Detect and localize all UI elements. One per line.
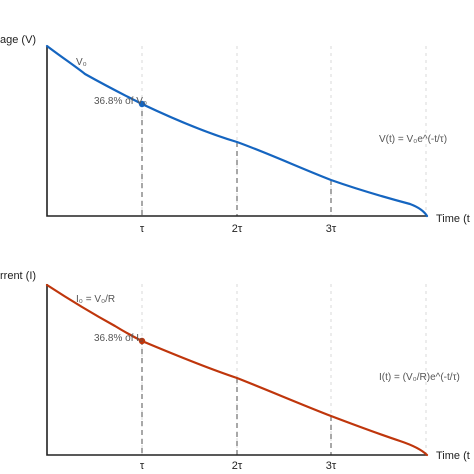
voltage-tick-2tau: 2τ	[232, 223, 243, 235]
current-tick-tau: τ	[140, 460, 145, 472]
current-decay-curve	[45, 283, 429, 457]
voltage-x-axis-label: Time (t	[436, 213, 470, 225]
voltage-equation: V(t) = V₀e^(-t/τ)	[379, 134, 447, 145]
voltage-y-axis-label: age (V)	[0, 34, 36, 46]
current-tau-marker	[138, 337, 146, 345]
current-x-axis-label: Time (t	[436, 450, 470, 462]
voltage-panel: age (V) Time (t V₀ 36.8% of V₀ V(t) = V₀…	[0, 34, 470, 235]
voltage-axes	[46, 46, 427, 217]
voltage-curve-label: V₀	[76, 57, 87, 68]
current-curve-label: I₀ = V₀/R	[76, 294, 115, 305]
voltage-tick-3tau: 3τ	[326, 223, 337, 235]
voltage-marker-label: 36.8% of V₀	[94, 96, 147, 107]
current-tick-3tau: 3τ	[326, 460, 337, 472]
current-axes	[46, 284, 427, 456]
current-equation: I(t) = (V₀/R)e^(-t/τ)	[379, 372, 460, 383]
current-tick-2tau: 2τ	[232, 460, 243, 472]
voltage-tau-marker	[138, 100, 146, 108]
current-y-axis-label: rrent (I)	[0, 270, 36, 282]
voltage-tick-tau: τ	[140, 223, 145, 235]
current-panel: rrent (I) Time (t I₀ = V₀/R 36.8% of I₀ …	[0, 270, 470, 472]
current-marker-label: 36.8% of I₀	[94, 333, 143, 344]
voltage-decay-curve	[45, 44, 429, 218]
